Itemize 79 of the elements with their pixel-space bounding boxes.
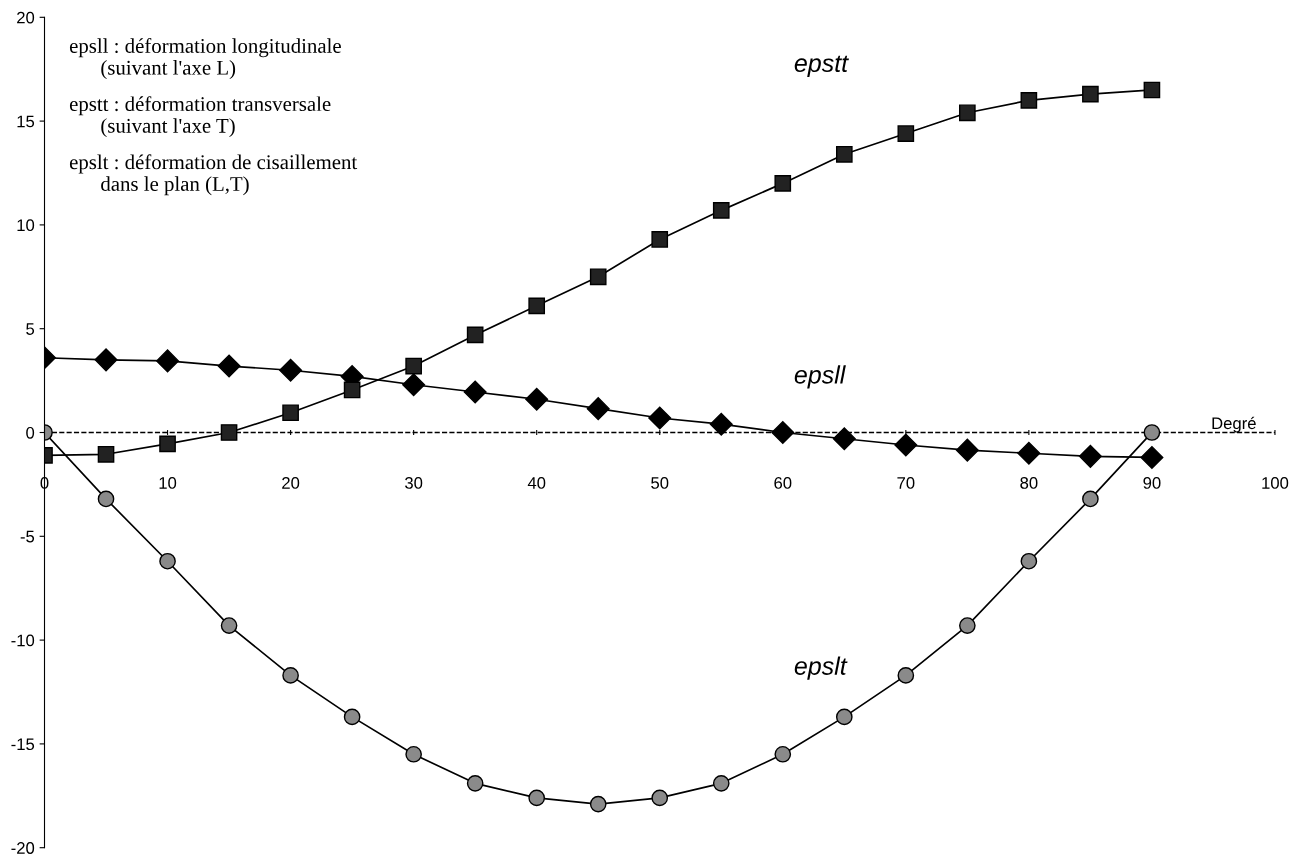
point: [525, 387, 549, 411]
point: [97, 445, 115, 463]
point: [771, 421, 795, 444]
point: [466, 326, 484, 344]
y-tick-label: -10: [11, 634, 35, 647]
point: [528, 297, 546, 315]
point: [97, 490, 115, 508]
y-tick-label: -5: [20, 530, 35, 543]
point: [405, 745, 422, 763]
y-tick-label: 20: [17, 11, 35, 24]
point: [220, 617, 238, 634]
y-tick-label: 15: [17, 115, 35, 128]
x-tick-label: 60: [774, 477, 792, 489]
point: [94, 348, 118, 372]
point: [217, 354, 241, 378]
point: [897, 125, 915, 142]
x-axis-title: Degré: [1212, 416, 1256, 433]
point: [894, 433, 918, 457]
point: [712, 775, 730, 792]
x-tick-label: 30: [405, 477, 423, 489]
point: [1082, 85, 1099, 103]
x-tick-label: 90: [1143, 477, 1161, 489]
y-tick-label: 0: [26, 426, 35, 439]
annotation: epsll : déformation longitudinale (suivant l'axe L): [69, 38, 341, 80]
x-tick-label: 20: [282, 477, 300, 489]
point: [466, 775, 484, 792]
point: [774, 175, 792, 192]
point: [586, 397, 610, 421]
point: [1078, 444, 1102, 468]
point: [528, 789, 546, 807]
text: epstt: [794, 55, 849, 77]
point: [589, 795, 607, 813]
point: [1082, 490, 1099, 508]
x-tick-label: 70: [897, 477, 915, 489]
point: [897, 667, 915, 684]
x-tick-label: 50: [651, 477, 669, 489]
x-tick-label: 10: [159, 477, 177, 489]
series-label: epslt: [794, 656, 848, 680]
point: [405, 357, 422, 375]
point: [1020, 92, 1038, 109]
point: [835, 145, 853, 163]
point: [835, 708, 853, 726]
point: [651, 789, 669, 807]
x-tick-label: 80: [1020, 477, 1038, 489]
point: [709, 412, 733, 436]
point: [959, 104, 976, 122]
y-tick-label: -15: [11, 738, 35, 751]
point: [651, 231, 669, 248]
point: [279, 358, 303, 382]
point: [463, 380, 487, 404]
point: [220, 424, 238, 441]
point: [774, 745, 792, 763]
x-tick-label: 100: [1262, 477, 1289, 489]
point: [1017, 441, 1041, 465]
y-tick-label: 10: [17, 219, 35, 232]
point: [343, 381, 361, 399]
annotation: epstt : déformation transversale (suivant l'axe T): [69, 96, 331, 138]
x-tick-label: 40: [527, 477, 546, 489]
point: [156, 349, 180, 373]
point: [1020, 552, 1038, 570]
point: [159, 552, 176, 570]
point: [402, 373, 426, 397]
point: [159, 435, 176, 453]
point: [589, 268, 607, 286]
annotation: epslt : déformation de cisaillement dans le plan (L,T): [69, 154, 358, 196]
point: [832, 427, 856, 451]
y-tick-label: 5: [26, 323, 35, 335]
point: [1143, 81, 1161, 99]
point: [959, 617, 976, 634]
point: [282, 404, 299, 422]
series-label: epsll: [794, 365, 846, 389]
point: [648, 406, 672, 430]
point: [1143, 424, 1161, 441]
y-tick-label: -20: [11, 842, 35, 854]
point: [955, 438, 979, 462]
point: [1140, 445, 1164, 469]
point: [712, 202, 730, 219]
point: [343, 708, 361, 726]
point: [282, 667, 299, 684]
